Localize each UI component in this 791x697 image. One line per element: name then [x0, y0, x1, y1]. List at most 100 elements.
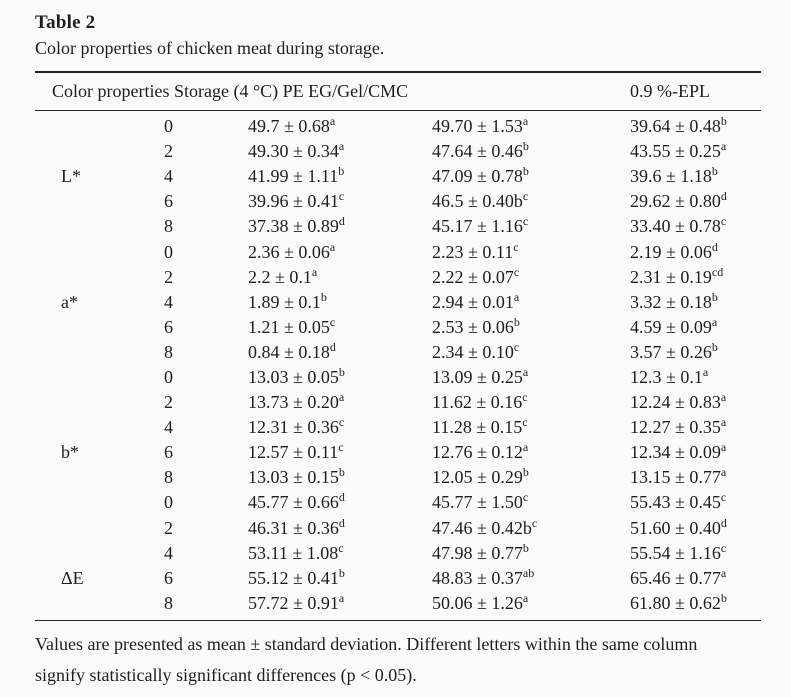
significance-letter: a — [720, 415, 727, 430]
value-pe: 46.31 ± 0.36d — [248, 515, 432, 539]
table-header-row: Color properties Storage (4 °C) PE EG/Ge… — [35, 73, 761, 111]
significance-letter: d — [338, 515, 345, 530]
significance-letter: c — [720, 490, 727, 505]
significance-letter: b — [711, 339, 718, 354]
value-epl: 39.6 ± 1.18b — [630, 164, 761, 187]
value-pe: 39.96 ± 0.41c — [248, 190, 432, 212]
storage-day-value: 2 — [164, 517, 173, 538]
storage-day-value: 2 — [164, 392, 173, 413]
storage-day-value: 2 — [164, 141, 173, 162]
significance-letter: a — [522, 590, 529, 605]
significance-letter: a — [329, 114, 336, 129]
mean-sd-value: 11.28 ± 0.15 — [432, 417, 523, 438]
table-row: 4 53.11 ± 1.08c 47.98 ± 0.77b 55.54 ± 1.… — [35, 541, 761, 566]
mean-sd-value: 55.54 ± 1.16 — [630, 542, 721, 563]
value-epl: 43.55 ± 0.25a — [630, 139, 761, 162]
storage-day-value: 4 — [164, 417, 173, 438]
value-epl: 55.43 ± 0.45c — [630, 490, 761, 513]
value-eg-gel-cmc: 2.53 ± 0.06b — [432, 314, 630, 338]
significance-letter: a — [311, 264, 318, 279]
mean-sd-value: 3.32 ± 0.18 — [630, 291, 712, 312]
value-epl: 13.15 ± 0.77a — [630, 465, 761, 488]
significance-letter: a — [329, 239, 336, 254]
significance-letter: a — [720, 565, 727, 580]
value-epl: 12.24 ± 0.83a — [630, 391, 761, 413]
table-row: b* 6 12.57 ± 0.11c 12.76 ± 0.12a 12.34 ±… — [35, 440, 761, 465]
mean-sd-value: 48.83 ± 0.37 — [432, 567, 523, 588]
value-pe: 1.21 ± 0.05c — [248, 316, 432, 338]
storage-day-value: 4 — [164, 542, 173, 563]
storage-day-value: 6 — [164, 442, 173, 463]
table-row: 2 2.2 ± 0.1a 2.22 ± 0.07c 2.31 ± 0.19cd — [35, 265, 761, 290]
significance-letter: a — [338, 590, 345, 605]
significance-letter: b — [320, 289, 327, 304]
mean-sd-value: 12.57 ± 0.11 — [248, 442, 339, 463]
significance-letter: b — [711, 164, 718, 179]
mean-sd-value: 46.31 ± 0.36 — [248, 517, 339, 538]
significance-letter: a — [522, 364, 529, 379]
significance-letter: d — [720, 515, 727, 530]
table-body: 0 49.7 ± 0.68a 49.70 ± 1.53a 39.64 ± 0.4… — [35, 111, 761, 621]
value-eg-gel-cmc: 48.83 ± 0.37ab — [432, 565, 630, 589]
value-eg-gel-cmc: 49.70 ± 1.53a — [432, 115, 630, 137]
significance-letter: c — [338, 415, 345, 430]
value-eg-gel-cmc: 12.76 ± 0.12a — [432, 441, 630, 463]
mean-sd-value: 13.03 ± 0.05 — [248, 366, 339, 387]
value-pe: 13.03 ± 0.15b — [248, 465, 432, 488]
significance-letter: d — [338, 214, 345, 229]
storage-day-value: 8 — [164, 216, 173, 237]
mean-sd-value: 45.17 ± 1.16 — [432, 216, 523, 237]
storage-day-value: 4 — [164, 291, 173, 312]
significance-letter: b — [711, 289, 718, 304]
value-pe: 12.31 ± 0.36c — [248, 415, 432, 438]
value-epl: 61.80 ± 0.62b — [630, 592, 761, 614]
mean-sd-value: 2.94 ± 0.01 — [432, 291, 514, 312]
mean-sd-value: 2.53 ± 0.06 — [432, 316, 514, 337]
value-pe: 45.77 ± 0.66d — [248, 491, 432, 513]
significance-letter: a — [720, 465, 727, 480]
significance-letter: c — [513, 239, 519, 254]
value-pe: 49.7 ± 0.68a — [248, 114, 432, 137]
mean-sd-value: 13.15 ± 0.77 — [630, 467, 721, 488]
row-group-label: ΔE — [61, 567, 84, 588]
storage-day-value: 0 — [164, 116, 173, 137]
significance-letter: b — [338, 565, 345, 580]
value-epl: 29.62 ± 0.80d — [630, 190, 761, 212]
value-eg-gel-cmc: 47.64 ± 0.46b — [432, 140, 630, 162]
row-group-label: a* — [61, 291, 78, 312]
storage-day-value: 6 — [164, 567, 173, 588]
mean-sd-value: 12.24 ± 0.83 — [630, 392, 721, 413]
value-epl: 4.59 ± 0.09a — [630, 316, 761, 338]
significance-letter: c — [522, 415, 528, 430]
value-pe: 57.72 ± 0.91a — [248, 590, 432, 614]
significance-letter: d — [711, 239, 718, 254]
storage-day-value: 6 — [164, 191, 173, 212]
row-group-label: b* — [61, 442, 79, 463]
mean-sd-value: 2.23 ± 0.11 — [432, 241, 514, 262]
significance-letter: ab — [522, 565, 535, 580]
mean-sd-value: 12.3 ± 0.1 — [630, 366, 703, 387]
mean-sd-value: 13.03 ± 0.15 — [248, 467, 339, 488]
header-columns-left: Color properties Storage (4 °C) PE EG/Ge… — [52, 81, 409, 101]
storage-day-value: 0 — [164, 241, 173, 262]
significance-letter: c — [513, 339, 520, 354]
value-eg-gel-cmc: 50.06 ± 1.26a — [432, 590, 630, 614]
header-column-epl: 0.9 %-EPL — [630, 81, 710, 101]
mean-sd-value: 47.09 ± 0.78 — [432, 166, 523, 187]
significance-letter: b — [513, 314, 520, 329]
significance-letter: c — [513, 264, 520, 279]
value-eg-gel-cmc: 2.94 ± 0.01a — [432, 291, 630, 313]
significance-letter: a — [720, 139, 727, 154]
mean-sd-value: 39.96 ± 0.41 — [248, 191, 339, 212]
value-eg-gel-cmc: 47.46 ± 0.42bc — [432, 515, 630, 539]
significance-letter: b — [338, 465, 345, 480]
value-pe: 2.36 ± 0.06a — [248, 239, 432, 263]
value-eg-gel-cmc: 13.09 ± 0.25a — [432, 364, 630, 388]
storage-day-value: 2 — [164, 266, 173, 287]
significance-letter: c — [522, 390, 528, 405]
mean-sd-value: 2.31 ± 0.19 — [630, 266, 712, 287]
value-pe: 1.89 ± 0.1b — [248, 289, 432, 313]
mean-sd-value: 12.05 ± 0.29 — [432, 467, 523, 488]
table-caption: Color properties of chicken meat during … — [35, 38, 385, 58]
significance-letter: c — [531, 515, 538, 530]
